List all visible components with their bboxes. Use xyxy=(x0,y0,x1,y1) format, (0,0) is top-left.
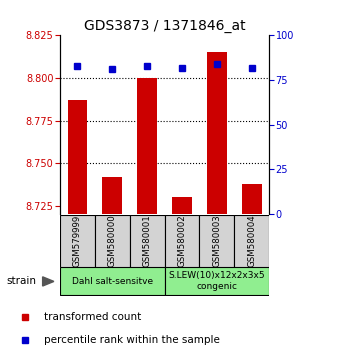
Text: transformed count: transformed count xyxy=(44,312,142,322)
Bar xyxy=(234,215,269,267)
Text: S.LEW(10)x12x2x3x5
congenic: S.LEW(10)x12x2x3x5 congenic xyxy=(169,272,265,291)
Text: strain: strain xyxy=(7,276,37,286)
Text: GSM580001: GSM580001 xyxy=(143,215,151,268)
Text: percentile rank within the sample: percentile rank within the sample xyxy=(44,335,220,346)
Text: GSM579999: GSM579999 xyxy=(73,215,81,267)
Bar xyxy=(130,215,164,267)
Bar xyxy=(137,78,157,214)
Bar xyxy=(68,100,87,214)
Text: GSM580000: GSM580000 xyxy=(108,215,117,268)
Bar xyxy=(164,215,199,267)
Bar xyxy=(199,215,234,267)
Bar xyxy=(164,267,269,295)
Bar xyxy=(94,215,130,267)
Title: GDS3873 / 1371846_at: GDS3873 / 1371846_at xyxy=(84,19,245,33)
Bar xyxy=(173,197,192,214)
Polygon shape xyxy=(43,277,54,286)
Bar xyxy=(60,215,94,267)
Bar xyxy=(103,177,122,214)
Text: GSM580004: GSM580004 xyxy=(248,215,256,268)
Bar xyxy=(60,267,164,295)
Text: GSM580003: GSM580003 xyxy=(212,215,221,268)
Text: GSM580002: GSM580002 xyxy=(178,215,187,268)
Text: Dahl salt-sensitve: Dahl salt-sensitve xyxy=(72,276,153,286)
Bar xyxy=(207,52,226,214)
Bar xyxy=(242,183,262,214)
